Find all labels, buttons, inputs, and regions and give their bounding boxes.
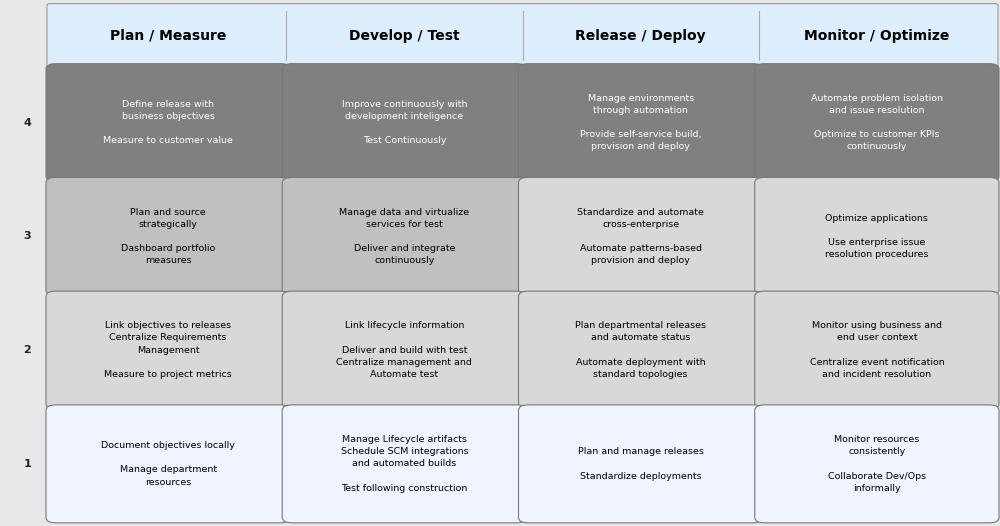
FancyBboxPatch shape: [755, 177, 999, 296]
Text: Improve continuously with
development inteligence

Test Continuously: Improve continuously with development in…: [342, 100, 467, 145]
FancyBboxPatch shape: [46, 177, 290, 296]
FancyBboxPatch shape: [755, 405, 999, 523]
Text: Manage Lifecycle artifacts
Schedule SCM integrations
and automated builds

Test : Manage Lifecycle artifacts Schedule SCM …: [341, 435, 468, 493]
FancyBboxPatch shape: [518, 177, 763, 296]
FancyBboxPatch shape: [46, 64, 290, 181]
FancyBboxPatch shape: [518, 64, 763, 181]
FancyBboxPatch shape: [518, 291, 763, 409]
FancyBboxPatch shape: [282, 64, 526, 181]
Text: Plan and source
strategically

Dashboard portfolio
measures: Plan and source strategically Dashboard …: [121, 208, 215, 265]
Text: Automate problem isolation
and issue resolution

Optimize to customer KPIs
conti: Automate problem isolation and issue res…: [811, 94, 943, 151]
FancyBboxPatch shape: [46, 405, 290, 523]
Text: 3: 3: [24, 231, 31, 241]
Text: Manage data and virtualize
services for test

Deliver and integrate
continuously: Manage data and virtualize services for …: [339, 208, 469, 265]
Text: Release / Deploy: Release / Deploy: [575, 28, 706, 43]
Text: Link lifecycle information

Deliver and build with test
Centralize management an: Link lifecycle information Deliver and b…: [336, 321, 472, 379]
FancyBboxPatch shape: [518, 405, 763, 523]
FancyBboxPatch shape: [282, 405, 526, 523]
FancyBboxPatch shape: [50, 66, 995, 521]
FancyBboxPatch shape: [47, 4, 998, 67]
Text: Monitor resources
consistently

Collaborate Dev/Ops
informally: Monitor resources consistently Collabora…: [828, 435, 926, 493]
Text: Plan and manage releases

Standardize deployments: Plan and manage releases Standardize dep…: [578, 447, 704, 481]
Text: Plan departmental releases
and automate status

Automate deployment with
standar: Plan departmental releases and automate …: [575, 321, 706, 379]
FancyBboxPatch shape: [282, 177, 526, 296]
Text: Standardize and automate
cross-enterprise

Automate patterns-based
provision and: Standardize and automate cross-enterpris…: [577, 208, 704, 265]
Text: 1: 1: [24, 459, 31, 469]
FancyBboxPatch shape: [755, 64, 999, 181]
FancyBboxPatch shape: [282, 291, 526, 409]
Text: Document objectives locally

Manage department
resources: Document objectives locally Manage depar…: [101, 441, 235, 487]
Text: Manage environments
through automation

Provide self-service build,
provision an: Manage environments through automation P…: [580, 94, 701, 151]
Text: Define release with
business objectives

Measure to customer value: Define release with business objectives …: [103, 100, 233, 145]
FancyBboxPatch shape: [46, 291, 290, 409]
Text: Monitor using business and
end user context

Centralize event notification
and i: Monitor using business and end user cont…: [810, 321, 944, 379]
Text: 4: 4: [24, 118, 31, 128]
FancyBboxPatch shape: [755, 291, 999, 409]
Text: 2: 2: [24, 345, 31, 355]
Text: Monitor / Optimize: Monitor / Optimize: [804, 28, 950, 43]
Text: Develop / Test: Develop / Test: [349, 28, 460, 43]
Text: Plan / Measure: Plan / Measure: [110, 28, 226, 43]
Text: Optimize applications

Use enterprise issue
resolution procedures: Optimize applications Use enterprise iss…: [825, 214, 929, 259]
Text: Link objectives to releases
Centralize Requirements
Management

Measure to proje: Link objectives to releases Centralize R…: [104, 321, 232, 379]
